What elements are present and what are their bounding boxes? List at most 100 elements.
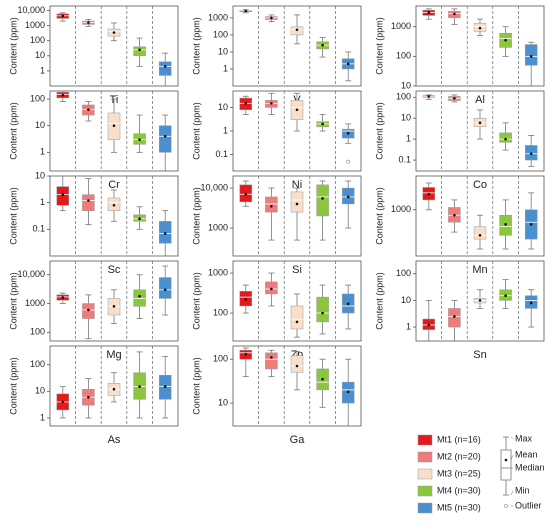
y-tick-label: 100 xyxy=(396,92,411,102)
mean xyxy=(244,192,248,196)
mean xyxy=(529,301,533,305)
plot-frame xyxy=(415,90,545,172)
box xyxy=(158,277,172,299)
mean xyxy=(244,352,248,356)
mean xyxy=(270,204,273,208)
plot-frame xyxy=(49,345,179,427)
key-pointer xyxy=(510,490,514,496)
mean xyxy=(321,311,324,315)
y-tick-label: 100 xyxy=(30,359,45,369)
y-axis-label: Content (ppm) xyxy=(374,102,384,160)
key-outlier xyxy=(504,504,508,508)
box xyxy=(316,184,329,217)
y-tick-label: 1000 xyxy=(25,20,45,30)
y-tick-label: 100 xyxy=(30,35,45,45)
y-axis-label: Content (ppm) xyxy=(191,187,201,245)
y-tick-label: 1000 xyxy=(25,298,45,308)
mean xyxy=(504,294,507,297)
legend-swatch xyxy=(417,434,433,446)
mean xyxy=(504,38,507,42)
box xyxy=(290,191,304,213)
y-tick-label: 0.1 xyxy=(398,154,411,164)
mean xyxy=(453,315,456,318)
y-tick-label: 1000 xyxy=(391,21,411,31)
y-axis-label: Content (ppm) xyxy=(8,102,18,160)
box xyxy=(265,352,278,370)
y-tick-label: 100 xyxy=(213,307,228,317)
panel-title: Mg xyxy=(106,349,121,361)
mean xyxy=(112,124,116,127)
legend-swatch xyxy=(417,451,433,463)
mean xyxy=(321,43,324,47)
y-axis-label: Content (ppm) xyxy=(191,102,201,160)
legend-label: Mt3 (n=25) xyxy=(437,468,481,478)
plot-frame xyxy=(232,175,362,257)
mean xyxy=(504,137,507,141)
mean xyxy=(346,390,350,394)
y-axis-label: Content (ppm) xyxy=(8,17,18,75)
y-tick-label: 1 xyxy=(40,412,45,422)
legend-swatch xyxy=(417,468,433,480)
key-pointer xyxy=(510,436,514,440)
mean xyxy=(427,95,431,98)
mean xyxy=(529,55,533,58)
y-axis-label: Content (ppm) xyxy=(191,17,201,75)
y-tick-label: 1 xyxy=(406,321,411,331)
mean xyxy=(427,11,431,14)
y-tick-label: 1 xyxy=(406,134,411,144)
mean xyxy=(163,65,167,68)
box xyxy=(290,305,304,330)
legend-swatch xyxy=(417,485,433,497)
mean xyxy=(321,122,324,126)
y-tick-label: 100 xyxy=(213,29,228,39)
mean xyxy=(87,21,90,24)
plot-frame xyxy=(232,260,362,342)
y-tick-label: 100 xyxy=(30,327,45,337)
mean xyxy=(453,96,456,100)
plot-frame xyxy=(49,175,179,257)
box xyxy=(524,44,538,66)
mean xyxy=(87,199,90,202)
plot-frame xyxy=(415,5,545,87)
mean xyxy=(163,385,167,388)
y-tick-label: 1 xyxy=(40,197,45,207)
key-label: Mean xyxy=(515,449,538,459)
mean xyxy=(163,288,167,292)
y-tick-label: 10 xyxy=(401,80,411,90)
mean xyxy=(87,395,90,399)
y-tick-label: 10 xyxy=(35,386,45,396)
box xyxy=(133,289,146,307)
legend-label: Mt2 (n=20) xyxy=(437,451,481,461)
y-tick-label: 1 xyxy=(223,63,228,73)
mean xyxy=(478,26,482,30)
mean xyxy=(504,223,507,226)
mean xyxy=(321,197,324,200)
mean xyxy=(270,356,273,359)
mean xyxy=(427,323,431,327)
plot-frame xyxy=(232,345,362,427)
mean xyxy=(529,152,533,156)
legend-swatch xyxy=(417,502,433,514)
box xyxy=(316,296,329,323)
mean xyxy=(61,93,65,97)
y-tick-label: 1000 xyxy=(208,267,228,277)
box xyxy=(158,61,172,76)
mean xyxy=(112,31,116,34)
mean xyxy=(61,193,65,196)
y-tick-label: 1000 xyxy=(208,12,228,22)
y-tick-label: 10 xyxy=(35,120,45,130)
plot-frame xyxy=(49,260,179,342)
key-label: Median xyxy=(515,462,545,472)
y-tick-label: 100 xyxy=(396,268,411,278)
y-tick-label: 0.1 xyxy=(215,149,228,159)
y-axis-label: Content (ppm) xyxy=(374,272,384,330)
mean xyxy=(427,192,431,196)
y-tick-label: 10,000 xyxy=(17,5,45,15)
box xyxy=(499,132,512,143)
mean xyxy=(346,302,350,306)
plot-frame xyxy=(415,260,545,342)
y-tick-label: 10 xyxy=(401,295,411,305)
legend-label: Mt1 (n=16) xyxy=(437,434,481,444)
mean xyxy=(87,108,90,111)
mean xyxy=(163,232,167,235)
